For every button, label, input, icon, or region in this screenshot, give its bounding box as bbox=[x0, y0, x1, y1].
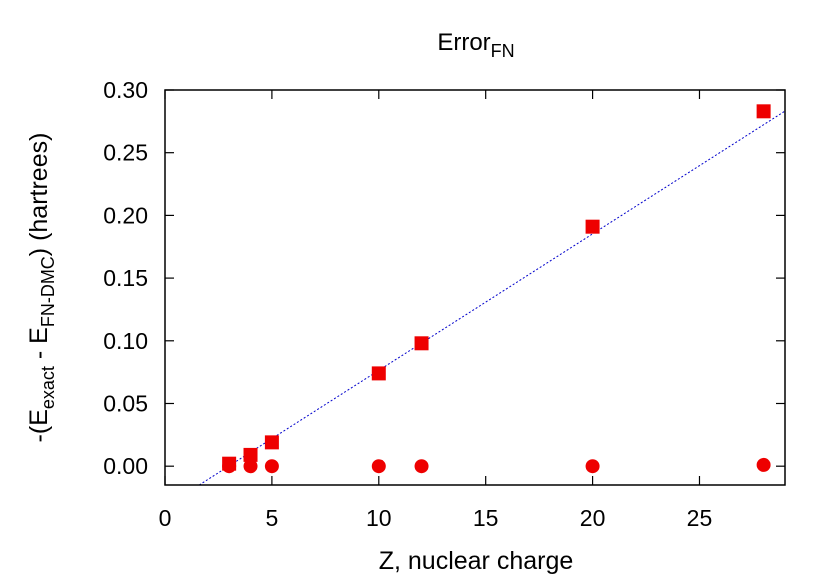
circle-point bbox=[222, 459, 237, 474]
circle-point bbox=[756, 457, 771, 472]
y-tick-label: 0.20 bbox=[103, 202, 148, 228]
y-tick-label: 0.00 bbox=[103, 453, 148, 479]
x-tick-label: 25 bbox=[687, 505, 713, 531]
square-point bbox=[371, 366, 386, 381]
square-point bbox=[756, 104, 771, 119]
x-axis-label: Z, nuclear charge bbox=[379, 547, 574, 575]
circle-point bbox=[264, 459, 279, 474]
square-point bbox=[414, 336, 429, 351]
x-tick-label: 5 bbox=[265, 505, 278, 531]
y-tick-label: 0.05 bbox=[103, 390, 148, 416]
x-tick-label: 10 bbox=[366, 505, 392, 531]
square-point bbox=[264, 435, 279, 450]
x-tick-label: 15 bbox=[473, 505, 499, 531]
y-axis-label: -(Eexact - EFN-DMC) (hartrees) bbox=[25, 133, 58, 443]
square-point bbox=[243, 447, 258, 462]
axis-ticks bbox=[164, 89, 785, 485]
data-points bbox=[222, 104, 771, 474]
y-tick-label: 0.10 bbox=[103, 328, 148, 354]
y-tick-label: 0.30 bbox=[103, 77, 148, 103]
x-tick-label: 0 bbox=[159, 505, 172, 531]
plot-frame bbox=[164, 89, 786, 486]
y-tick-label: 0.15 bbox=[103, 265, 148, 291]
fit-line bbox=[198, 110, 786, 486]
circle-point bbox=[371, 459, 386, 474]
fit-line-group bbox=[198, 110, 786, 486]
circle-point bbox=[243, 459, 258, 474]
chart-title: ErrorFN bbox=[437, 29, 514, 61]
square-point bbox=[585, 219, 600, 234]
circle-point bbox=[585, 459, 600, 474]
x-tick-label: 20 bbox=[580, 505, 606, 531]
tick-labels: 0 5 10 15 20 25 0.00 0.05 0.10 0.15 0.20 0.25 0.30 bbox=[103, 77, 712, 531]
y-tick-label: 0.25 bbox=[103, 140, 148, 166]
circle-point bbox=[414, 459, 429, 474]
